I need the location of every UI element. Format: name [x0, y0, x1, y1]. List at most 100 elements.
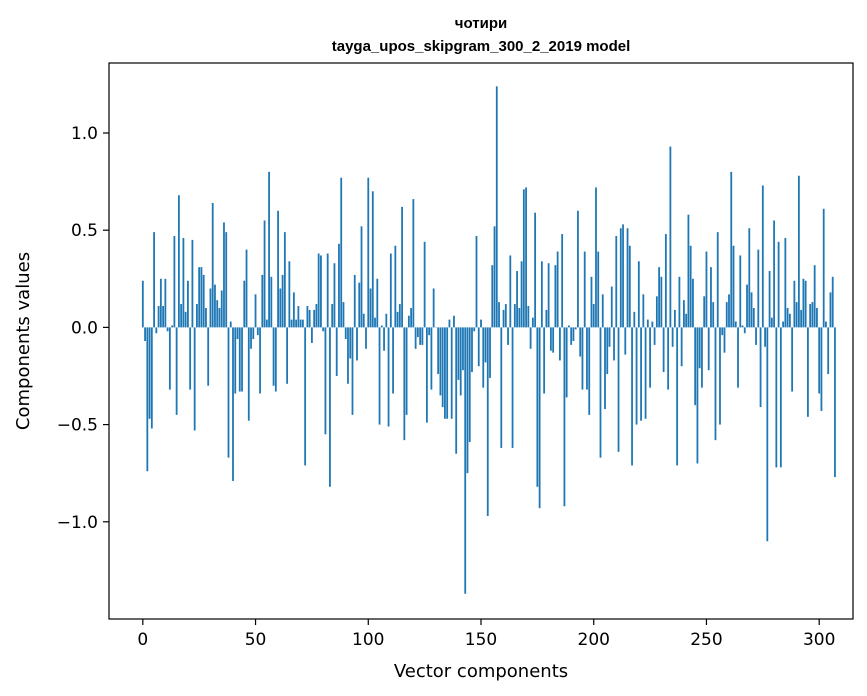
- bar: [723, 327, 726, 353]
- bar: [448, 319, 451, 328]
- bar: [245, 249, 248, 328]
- bar: [631, 327, 633, 466]
- bar: [683, 300, 685, 328]
- bar: [356, 327, 358, 361]
- bar: [592, 304, 595, 328]
- bar: [146, 327, 149, 472]
- y-axis-label: Components values: [13, 252, 34, 430]
- bar: [353, 274, 356, 328]
- bar: [218, 307, 221, 328]
- bar: [547, 263, 550, 328]
- bar: [653, 327, 656, 345]
- bar: [286, 327, 289, 384]
- bar: [254, 294, 257, 328]
- bar: [405, 327, 408, 415]
- bar: [610, 286, 613, 328]
- bar: [687, 214, 690, 328]
- x-axis-label: Vector components: [394, 661, 568, 682]
- bar: [189, 327, 192, 390]
- bar: [698, 327, 701, 369]
- bar: [646, 319, 649, 328]
- bar: [162, 306, 165, 328]
- bar: [205, 307, 207, 328]
- bar: [466, 327, 469, 474]
- bar: [250, 327, 252, 349]
- bar: [574, 327, 577, 330]
- bar: [583, 251, 586, 328]
- bar: [432, 288, 435, 328]
- bar: [827, 327, 830, 375]
- bar: [597, 251, 600, 328]
- bar: [362, 313, 365, 328]
- bar: [617, 327, 620, 452]
- x-tick-label: 100: [352, 630, 384, 650]
- bar: [788, 313, 791, 328]
- bar: [793, 280, 796, 328]
- bar: [768, 271, 771, 328]
- bar: [308, 309, 311, 328]
- bar: [439, 327, 442, 396]
- bar: [673, 309, 676, 328]
- bar: [716, 232, 719, 328]
- bar: [489, 327, 491, 378]
- bar: [739, 255, 742, 328]
- bar: [608, 327, 611, 347]
- bar: [351, 327, 354, 415]
- bar: [274, 327, 277, 392]
- bar: [281, 274, 284, 328]
- bar: [403, 327, 406, 441]
- bar: [599, 327, 602, 458]
- bar: [795, 302, 798, 328]
- bar: [491, 265, 494, 328]
- bar: [516, 271, 518, 328]
- bar: [166, 327, 169, 332]
- y-tick-label: 0.0: [71, 318, 98, 338]
- bar: [552, 327, 555, 353]
- bar: [468, 327, 471, 443]
- bar: [721, 327, 724, 336]
- bar: [804, 280, 807, 328]
- bar: [371, 191, 374, 328]
- bar: [534, 212, 537, 328]
- bar: [283, 232, 286, 328]
- bar: [317, 253, 320, 328]
- bar: [462, 327, 464, 371]
- bar: [241, 327, 243, 392]
- bar: [306, 306, 309, 328]
- bar: [416, 327, 419, 338]
- bar: [141, 280, 144, 328]
- bar: [229, 321, 232, 328]
- bar: [522, 189, 525, 328]
- bar: [464, 327, 467, 594]
- bar: [660, 276, 663, 328]
- bar: [637, 261, 640, 328]
- bar: [477, 327, 480, 367]
- bar: [401, 206, 403, 328]
- bar: [453, 315, 455, 328]
- bar: [455, 327, 458, 454]
- bar: [486, 327, 489, 516]
- bar: [407, 315, 410, 328]
- bar: [202, 274, 205, 328]
- x-tick-label: 0: [137, 630, 148, 650]
- bar: [171, 325, 174, 328]
- bar: [563, 327, 566, 507]
- bar: [500, 327, 503, 448]
- bar: [586, 327, 588, 390]
- bar: [288, 261, 291, 328]
- bar: [295, 319, 298, 328]
- bar: [671, 327, 674, 347]
- bar: [220, 290, 223, 328]
- bar: [378, 327, 381, 425]
- bar: [232, 327, 234, 481]
- bar: [261, 274, 264, 328]
- bar: [513, 304, 516, 328]
- bar: [214, 284, 216, 328]
- bar: [707, 327, 710, 371]
- bar: [705, 251, 708, 328]
- x-tick-label: 300: [803, 630, 835, 650]
- bar: [800, 309, 803, 328]
- bar: [779, 327, 782, 468]
- bar: [482, 327, 485, 388]
- bar: [759, 327, 762, 408]
